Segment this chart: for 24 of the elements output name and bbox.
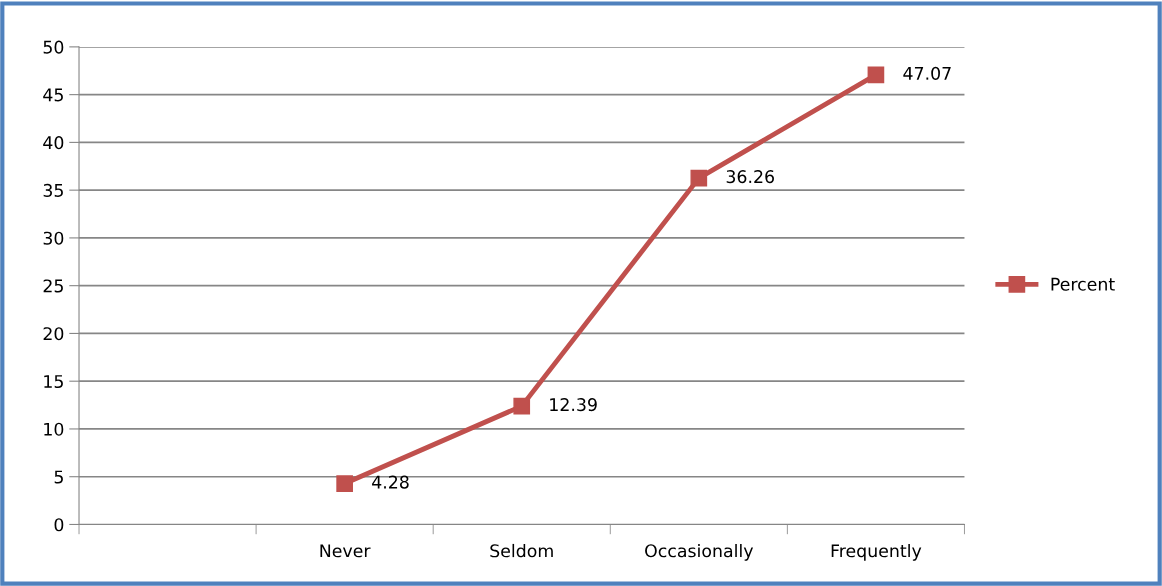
data-label: 47.07 bbox=[903, 66, 951, 80]
data-label: 12.39 bbox=[550, 398, 597, 412]
data-label: 36.26 bbox=[726, 170, 774, 184]
point bbox=[867, 66, 885, 84]
point bbox=[513, 397, 531, 415]
y-tick-label: 10 bbox=[44, 422, 64, 436]
data-label: 4.28 bbox=[372, 475, 409, 489]
x-tick-label: Never bbox=[320, 544, 371, 558]
y-tick-label: 0 bbox=[54, 518, 64, 532]
y-tick-label: 20 bbox=[43, 327, 64, 341]
y-tick-label: 50 bbox=[43, 40, 64, 54]
y-tick-label: 45 bbox=[43, 88, 63, 102]
y-tick-label: 30 bbox=[43, 231, 64, 245]
y-tick-label: 40 bbox=[43, 136, 64, 150]
point bbox=[690, 169, 708, 187]
x-tick-label: Seldom bbox=[490, 543, 553, 558]
y-tick-label: 35 bbox=[43, 183, 63, 197]
point bbox=[336, 475, 353, 492]
y-tick-label: 25 bbox=[43, 279, 63, 293]
legend-label: Percent bbox=[1051, 277, 1115, 291]
x-tick-label: Frequently bbox=[831, 543, 922, 561]
x-tick-label: Occasionally bbox=[645, 543, 754, 561]
y-tick-label: 15 bbox=[44, 375, 63, 389]
y-tick-label: 5 bbox=[54, 470, 63, 484]
